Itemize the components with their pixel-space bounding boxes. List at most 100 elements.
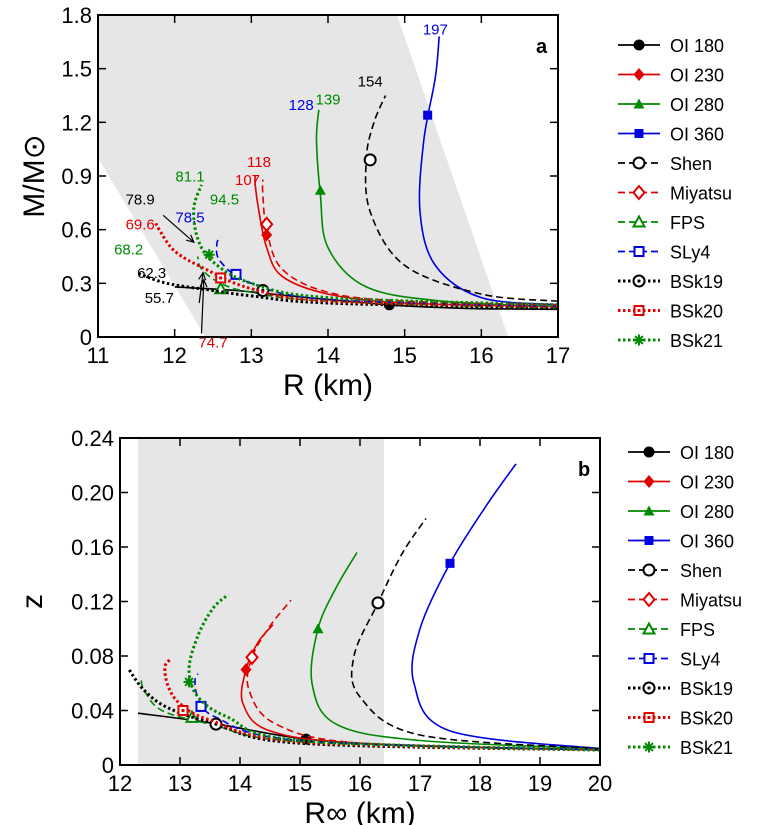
series-line-2 — [310, 552, 600, 750]
legend: OI 180 OI 230 OI 280 OI 360 Shen Miyatsu FPS SL… — [618, 36, 732, 351]
legend-marker-3 — [644, 536, 654, 545]
legend-label-10: BSk21 — [680, 738, 733, 758]
legend-label-6: FPS — [670, 213, 705, 233]
series-marker-5 — [245, 649, 259, 666]
y-tick-label: 0.08 — [71, 644, 114, 669]
legend-marker-10-ray — [644, 742, 654, 752]
annotation-label: 128 — [289, 97, 314, 114]
legend-label-8: BSk19 — [670, 272, 723, 292]
series-marker-9 — [177, 705, 189, 716]
legend-marker-8 — [642, 681, 656, 695]
series-line-1 — [254, 175, 558, 308]
y-tick-label: 0.6 — [61, 218, 92, 243]
annotation-label: 107 — [235, 172, 260, 189]
panel-label: a — [536, 36, 548, 58]
legend-marker-5 — [642, 591, 656, 608]
legend-marker-1 — [643, 475, 655, 488]
legend-marker-5 — [632, 184, 646, 201]
legend-label-3: OI 360 — [680, 532, 734, 552]
legend-marker-3 — [634, 129, 644, 138]
legend-label-5: Miyatsu — [680, 591, 742, 611]
legend-marker-10 — [643, 741, 655, 753]
series-marker-10-ray — [204, 250, 214, 260]
series-line-10 — [192, 184, 558, 307]
annotation-label: 139 — [315, 91, 340, 108]
x-tick-label: 14 — [316, 343, 340, 368]
panel-label: b — [578, 459, 590, 481]
annotation-label: 55.7 — [145, 290, 174, 307]
legend-marker-8-dot — [637, 279, 641, 283]
series-line-6 — [196, 256, 558, 310]
y-tick-label: 1.5 — [61, 57, 92, 82]
series-line-3 — [411, 463, 600, 750]
shaded-region — [138, 438, 384, 765]
annotation-label: 69.6 — [126, 217, 155, 234]
legend-label-2: OI 280 — [670, 95, 724, 115]
legend-label-6: FPS — [680, 620, 715, 640]
annotation-arrow — [162, 214, 195, 243]
panel-b: 12 13 14 15 16 17 18 19 20 0 0.04 0.08 0.12 0.16 0.20 0… — [16, 426, 742, 825]
y-tick-label: 0.9 — [61, 164, 92, 189]
y-tick-label: 0 — [102, 753, 114, 778]
x-tick-label: 17 — [546, 343, 570, 368]
x-tick-label: 12 — [108, 771, 132, 796]
series-marker-1 — [261, 228, 273, 242]
legend-label-4: Shen — [670, 154, 712, 174]
series-marker-2 — [314, 184, 326, 195]
x-tick-label: 12 — [162, 343, 186, 368]
legend-marker-2 — [633, 98, 645, 109]
legend-label-7: SLy4 — [670, 243, 710, 263]
annotation-label: 78.5 — [175, 210, 204, 227]
series-line-8 — [135, 271, 558, 310]
x-tick-label: 13 — [168, 771, 192, 796]
legend-label-4: Shen — [680, 561, 722, 581]
series-line-4 — [350, 517, 600, 750]
legend-marker-4 — [642, 563, 656, 577]
legend-label-0: OI 180 — [670, 36, 724, 56]
legend-marker-9-dot — [647, 716, 651, 719]
series-marker-3 — [445, 558, 455, 568]
legend-marker-0 — [633, 39, 645, 51]
legend-label-7: SLy4 — [680, 650, 720, 670]
series-marker-9-dot — [181, 709, 185, 712]
annotation-arrowhead — [198, 271, 207, 281]
legend-marker-0 — [643, 446, 655, 458]
legend-marker-1 — [633, 68, 645, 81]
series-marker-4 — [371, 596, 385, 610]
legend-label-8: BSk19 — [680, 679, 733, 699]
x-tick-label: 15 — [288, 771, 312, 796]
series-marker-10 — [183, 676, 195, 688]
legend-label-9: BSk20 — [670, 302, 723, 322]
series-marker-1 — [240, 663, 252, 677]
x-tick-label: 17 — [408, 771, 432, 796]
x-tick-label: 20 — [588, 771, 612, 796]
annotation-label: 78.9 — [126, 192, 155, 209]
legend-label-1: OI 230 — [670, 66, 724, 86]
series-marker-9-dot — [219, 276, 223, 280]
legend-label-0: OI 180 — [680, 443, 734, 463]
annotation-label: 74.7 — [198, 335, 227, 352]
legend-marker-9 — [643, 712, 655, 723]
legend-marker-8-dot — [647, 686, 651, 690]
y-tick-label: 0.24 — [71, 426, 114, 451]
legend-marker-9-dot — [637, 309, 641, 312]
series-line-5 — [246, 599, 600, 751]
series-line-4 — [364, 95, 558, 302]
y-tick-label: 1.2 — [61, 110, 92, 135]
legend-marker-8 — [632, 274, 646, 288]
x-axis-label: R∞ (km) — [304, 797, 415, 825]
series-marker-3 — [423, 110, 433, 120]
legend-marker-7 — [633, 246, 645, 257]
legend-label-1: OI 230 — [680, 473, 734, 493]
legend-marker-9 — [633, 305, 645, 316]
legend-marker-10-ray — [634, 335, 644, 345]
annotation-arrow — [200, 279, 205, 334]
annotation-label: 68.2 — [114, 242, 143, 259]
legend-label-10: BSk21 — [670, 331, 723, 351]
x-tick-label: 16 — [348, 771, 372, 796]
legend-marker-4 — [632, 156, 646, 170]
series-marker-9 — [215, 272, 227, 284]
legend-label-3: OI 360 — [670, 125, 724, 145]
